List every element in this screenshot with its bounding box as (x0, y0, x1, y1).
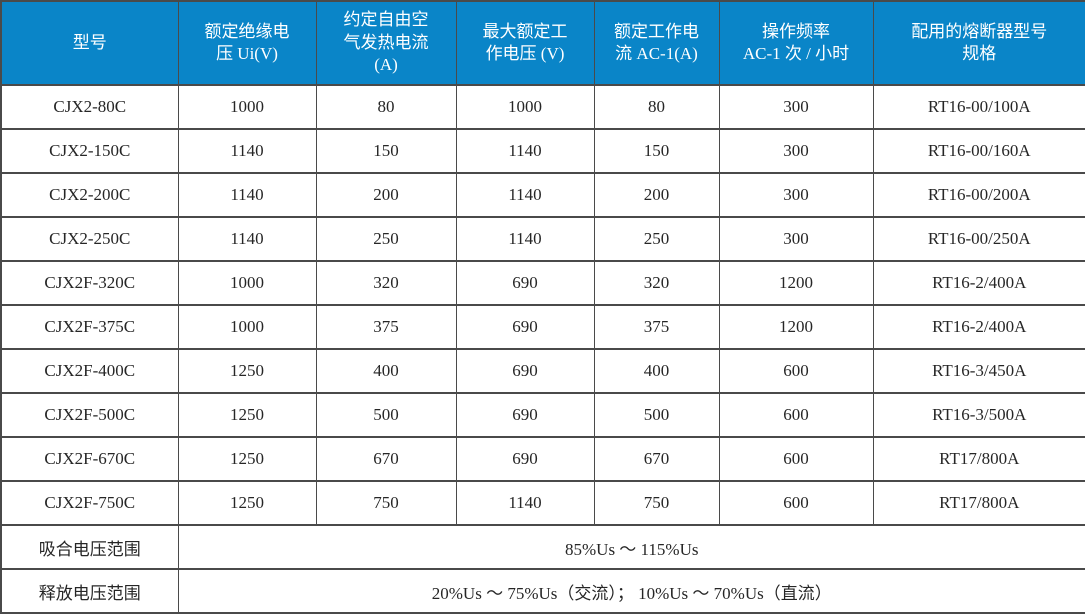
col-header-insulation-voltage: 额定绝缘电 压 Ui(V) (177, 0, 317, 86)
col-header-fuse-spec: 配用的熔断器型号 规格 (872, 0, 1085, 86)
cell: 690 (455, 392, 595, 438)
cell: 1140 (177, 128, 317, 174)
cell-model: CJX2-250C (0, 216, 179, 262)
cell: 600 (718, 480, 874, 526)
table-row: CJX2-200C 1140 200 1140 200 300 RT16-00/… (0, 172, 1085, 218)
cell: 80 (315, 84, 457, 130)
cell: 375 (315, 304, 457, 350)
cell-model: CJX2-200C (0, 172, 179, 218)
cell: 80 (593, 84, 720, 130)
footer-value: 85%Us ～ 115%Us (177, 524, 1085, 570)
cell-model: CJX2F-320C (0, 260, 179, 306)
cell: 1250 (177, 480, 317, 526)
cell: 600 (718, 392, 874, 438)
cell-fuse: RT17/800A (872, 480, 1085, 526)
cell: 1000 (177, 260, 317, 306)
cell: 1250 (177, 436, 317, 482)
cell-model: CJX2F-400C (0, 348, 179, 394)
col-header-max-working-voltage: 最大额定工 作电压 (V) (455, 0, 595, 86)
table-row: CJX2-250C 1140 250 1140 250 300 RT16-00/… (0, 216, 1085, 262)
header-row: 型号 额定绝缘电 压 Ui(V) 约定自由空 气发热电流 (A) 最大额定工 作… (0, 0, 1085, 86)
cell-model: CJX2-150C (0, 128, 179, 174)
cell: 670 (593, 436, 720, 482)
cell: 400 (593, 348, 720, 394)
table-row: CJX2F-750C 1250 750 1140 750 600 RT17/80… (0, 480, 1085, 526)
footer-value: 20%Us ～ 75%Us（交流）； 10%Us ～ 70%Us（直流） (177, 568, 1085, 614)
cell: 1000 (177, 304, 317, 350)
cell: 500 (593, 392, 720, 438)
cell: 690 (455, 260, 595, 306)
cell: 1140 (455, 128, 595, 174)
table-header: 型号 额定绝缘电 压 Ui(V) 约定自由空 气发热电流 (A) 最大额定工 作… (0, 0, 1085, 86)
cell: 150 (593, 128, 720, 174)
cell-fuse: RT16-2/400A (872, 304, 1085, 350)
table-row: CJX2-150C 1140 150 1140 150 300 RT16-00/… (0, 128, 1085, 174)
cell: 1250 (177, 392, 317, 438)
cell-model: CJX2-80C (0, 84, 179, 130)
cell: 600 (718, 348, 874, 394)
cell: 750 (593, 480, 720, 526)
cell: 690 (455, 348, 595, 394)
col-header-model: 型号 (0, 0, 179, 86)
table-body: CJX2-80C 1000 80 1000 80 300 RT16-00/100… (0, 84, 1085, 614)
cell: 300 (718, 128, 874, 174)
cell: 690 (455, 304, 595, 350)
cell-fuse: RT16-2/400A (872, 260, 1085, 306)
table-row: CJX2F-375C 1000 375 690 375 1200 RT16-2/… (0, 304, 1085, 350)
cell: 1000 (177, 84, 317, 130)
cell: 200 (593, 172, 720, 218)
table-row: CJX2F-670C 1250 670 690 670 600 RT17/800… (0, 436, 1085, 482)
cell: 1000 (455, 84, 595, 130)
cell: 1250 (177, 348, 317, 394)
cell: 300 (718, 172, 874, 218)
cell: 150 (315, 128, 457, 174)
cell-fuse: RT17/800A (872, 436, 1085, 482)
cell-model: CJX2F-670C (0, 436, 179, 482)
cell: 300 (718, 84, 874, 130)
cell: 1140 (177, 172, 317, 218)
cell: 1140 (177, 216, 317, 262)
cell: 320 (593, 260, 720, 306)
col-header-operation-frequency: 操作频率 AC-1 次 / 小时 (718, 0, 874, 86)
cell: 1200 (718, 304, 874, 350)
cell: 200 (315, 172, 457, 218)
cell: 400 (315, 348, 457, 394)
cell-model: CJX2F-375C (0, 304, 179, 350)
cell: 670 (315, 436, 457, 482)
cell: 320 (315, 260, 457, 306)
footer-label: 释放电压范围 (0, 568, 179, 614)
cell: 750 (315, 480, 457, 526)
table-row: CJX2F-500C 1250 500 690 500 600 RT16-3/5… (0, 392, 1085, 438)
col-header-working-current: 额定工作电 流 AC-1(A) (593, 0, 720, 86)
table-row: CJX2F-400C 1250 400 690 400 600 RT16-3/4… (0, 348, 1085, 394)
cell: 600 (718, 436, 874, 482)
cell: 1200 (718, 260, 874, 306)
cell: 1140 (455, 480, 595, 526)
cell-fuse: RT16-00/160A (872, 128, 1085, 174)
cell-fuse: RT16-3/450A (872, 348, 1085, 394)
cell: 250 (593, 216, 720, 262)
cell-fuse: RT16-00/100A (872, 84, 1085, 130)
footer-label: 吸合电压范围 (0, 524, 179, 570)
cell-fuse: RT16-00/250A (872, 216, 1085, 262)
cell: 1140 (455, 216, 595, 262)
cell-fuse: RT16-3/500A (872, 392, 1085, 438)
table-row: CJX2F-320C 1000 320 690 320 1200 RT16-2/… (0, 260, 1085, 306)
cell-fuse: RT16-00/200A (872, 172, 1085, 218)
footer-row-pickup-voltage: 吸合电压范围 85%Us ～ 115%Us (0, 524, 1085, 570)
cell: 500 (315, 392, 457, 438)
cell: 690 (455, 436, 595, 482)
cell: 300 (718, 216, 874, 262)
cell-model: CJX2F-750C (0, 480, 179, 526)
cell: 1140 (455, 172, 595, 218)
cell: 375 (593, 304, 720, 350)
cell-model: CJX2F-500C (0, 392, 179, 438)
table-row: CJX2-80C 1000 80 1000 80 300 RT16-00/100… (0, 84, 1085, 130)
col-header-thermal-current: 约定自由空 气发热电流 (A) (315, 0, 457, 86)
cell: 250 (315, 216, 457, 262)
footer-row-release-voltage: 释放电压范围 20%Us ～ 75%Us（交流）； 10%Us ～ 70%Us（… (0, 568, 1085, 614)
